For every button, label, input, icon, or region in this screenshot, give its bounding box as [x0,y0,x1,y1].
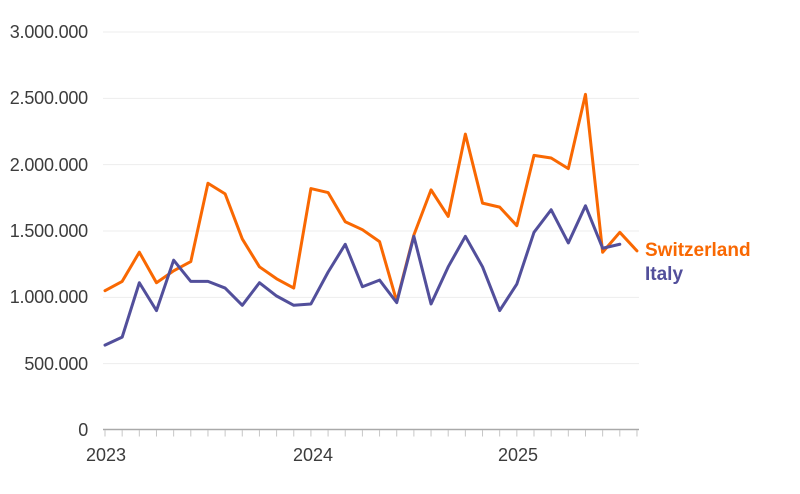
y-axis-tick-label: 2.500.000 [9,88,88,108]
y-axis-tick-label: 2.000.000 [9,155,88,175]
switzerland-line [103,92,639,303]
y-axis-tick-label: 3.000.000 [9,22,88,42]
y-axis-tick-label: 0 [78,420,88,440]
series-label-italy: Italy [645,264,684,285]
x-axis-year-label: 2023 [85,445,127,465]
x-axis-ticks [104,430,638,437]
series-label-switzerland: Switzerland [645,240,751,261]
italy-line [103,204,622,347]
y-axis-tick-label: 1.000.000 [9,287,88,307]
x-axis-year-label: 2025 [497,445,539,465]
y-gridlines [103,31,639,365]
y-axis-tick-label: 1.500.000 [9,221,88,241]
y-axis-tick-label: 500.000 [24,354,88,374]
x-axis-year-label: 2024 [292,445,334,465]
